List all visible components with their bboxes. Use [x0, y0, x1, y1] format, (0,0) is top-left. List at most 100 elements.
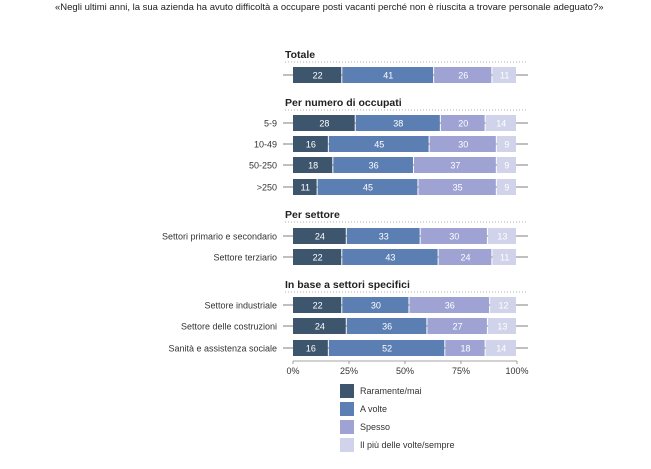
data-label: 30 — [371, 301, 381, 311]
row-label: Settore industriale — [204, 301, 277, 311]
data-label: 9 — [504, 183, 509, 193]
data-label: 20 — [458, 119, 468, 129]
bar-segment — [328, 136, 429, 152]
bar-segment — [342, 249, 438, 265]
bar-segment — [293, 157, 333, 173]
legend-label: Il più delle volte/sempre — [360, 440, 455, 450]
row-label: 5-9 — [264, 119, 277, 129]
bar-segment — [427, 318, 487, 334]
group-title: Totale — [285, 49, 315, 61]
data-label: 13 — [497, 232, 507, 242]
row-label: >250 — [257, 183, 277, 193]
data-label: 18 — [308, 161, 318, 171]
row-label: Settore terziario — [213, 253, 277, 263]
data-label: 11 — [500, 253, 509, 263]
bar-segment — [418, 179, 496, 195]
data-label: 36 — [382, 322, 392, 332]
chart-legend: Raramente/mai A volte Spesso Il più dell… — [340, 382, 540, 454]
legend-item: Raramente/mai — [340, 382, 540, 400]
bar-segment — [293, 249, 342, 265]
bar-segment — [293, 136, 328, 152]
bar-segment — [487, 228, 516, 244]
bar-segment — [293, 340, 328, 356]
data-label: 14 — [496, 119, 506, 129]
legend-swatch — [340, 438, 354, 452]
data-label: 45 — [363, 183, 373, 193]
bar-segment — [409, 297, 490, 313]
bar-segment — [496, 157, 516, 173]
data-label: 11 — [301, 183, 310, 193]
bar-segment — [342, 67, 434, 83]
data-label: 27 — [453, 322, 463, 332]
bar-segment — [346, 318, 427, 334]
x-tick-label: 25% — [340, 366, 358, 376]
data-label: 30 — [449, 232, 459, 242]
legend-label: Spesso — [360, 422, 391, 432]
data-label: 9 — [504, 140, 509, 150]
legend-label: A volte — [360, 404, 388, 414]
data-label: 36 — [445, 301, 455, 311]
data-label: 11 — [500, 71, 509, 81]
x-tick-label: 100% — [505, 366, 528, 376]
bar-segment — [434, 67, 492, 83]
bar-segment — [492, 67, 516, 83]
legend-swatch — [340, 402, 354, 416]
row-label: 50-250 — [249, 161, 277, 171]
data-label: 24 — [315, 232, 325, 242]
bar-segment — [496, 136, 516, 152]
legend-swatch — [340, 384, 354, 398]
data-label: 36 — [369, 161, 379, 171]
group-title: Per numero di occupati — [285, 97, 402, 109]
x-tick-label: 0% — [286, 366, 299, 376]
legend-label: Raramente/mai — [360, 386, 422, 396]
bar-segment — [346, 228, 420, 244]
bar-segment — [293, 297, 342, 313]
data-label: 43 — [385, 253, 395, 263]
bar-segment — [420, 228, 487, 244]
data-label: 16 — [306, 344, 316, 354]
bar-segment — [492, 249, 516, 265]
group-title: Per settore — [285, 209, 340, 221]
data-label: 24 — [460, 253, 470, 263]
legend-item: Il più delle volte/sempre — [340, 436, 540, 454]
data-label: 26 — [458, 71, 468, 81]
bar-segment — [355, 115, 440, 131]
bar-segment — [333, 157, 413, 173]
bar-segment — [317, 179, 418, 195]
data-label: 35 — [453, 183, 463, 193]
legend-swatch — [340, 420, 354, 434]
data-label: 45 — [374, 140, 384, 150]
bar-segment — [293, 67, 342, 83]
bar-segment — [293, 115, 355, 131]
data-label: 22 — [313, 253, 323, 263]
legend-item: Spesso — [340, 418, 540, 436]
row-label: Sanità e assistenza sociale — [168, 344, 277, 354]
legend-item: A volte — [340, 400, 540, 418]
data-label: 9 — [504, 161, 509, 171]
data-label: 30 — [458, 140, 468, 150]
bar-segment — [490, 297, 516, 313]
x-tick-label: 50% — [396, 366, 414, 376]
bar-segment — [293, 228, 346, 244]
bar-segment — [342, 297, 409, 313]
row-label: Settore delle costruzioni — [181, 322, 277, 332]
group-title: In base a settori specifici — [285, 279, 410, 291]
data-label: 18 — [460, 344, 470, 354]
data-label: 33 — [379, 232, 389, 242]
bar-segment — [487, 318, 516, 334]
bar-segment — [293, 179, 317, 195]
data-label: 14 — [496, 344, 506, 354]
data-label: 37 — [450, 161, 460, 171]
data-label: 38 — [393, 119, 403, 129]
data-label: 12 — [499, 301, 509, 311]
bar-segment — [438, 249, 492, 265]
data-label: 13 — [497, 322, 507, 332]
bar-segment — [440, 115, 485, 131]
bar-segment — [429, 136, 496, 152]
bar-segment — [445, 340, 485, 356]
data-label: 22 — [313, 301, 323, 311]
data-label: 52 — [382, 344, 392, 354]
x-tick-label: 75% — [452, 366, 470, 376]
bar-segment — [328, 340, 445, 356]
